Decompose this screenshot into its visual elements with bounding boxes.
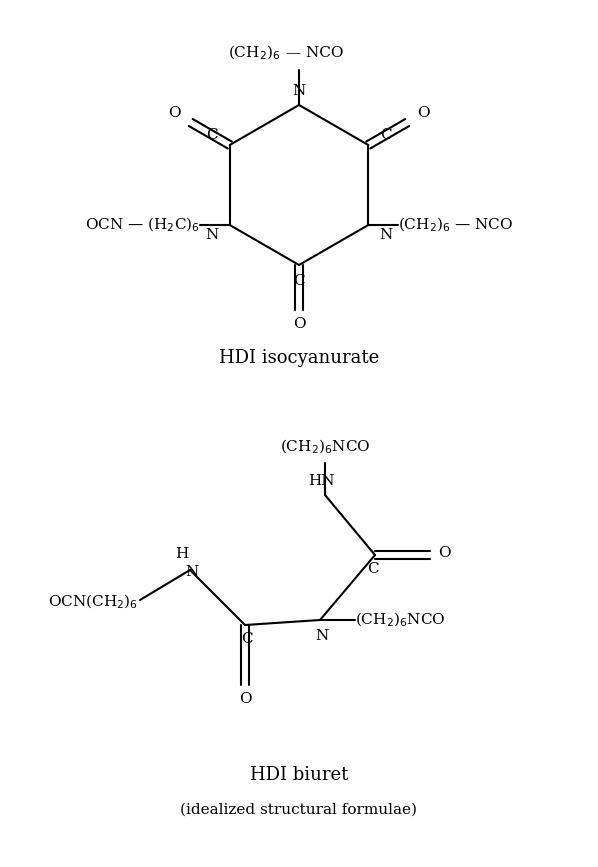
Text: — NCO: — NCO bbox=[281, 46, 343, 60]
Text: N: N bbox=[380, 228, 393, 242]
Text: C: C bbox=[241, 632, 253, 646]
Text: (CH$_2$)$_6$ — NCO: (CH$_2$)$_6$ — NCO bbox=[398, 216, 514, 234]
Text: (CH$_2$)$_6$: (CH$_2$)$_6$ bbox=[228, 44, 281, 62]
Text: O: O bbox=[169, 106, 181, 120]
Text: O: O bbox=[438, 546, 450, 560]
Text: N: N bbox=[292, 84, 306, 98]
Text: H: H bbox=[175, 547, 188, 561]
Text: C: C bbox=[206, 128, 218, 142]
Text: O: O bbox=[292, 317, 306, 331]
Text: OCN(CH$_2$)$_6$: OCN(CH$_2$)$_6$ bbox=[48, 593, 138, 611]
Text: N: N bbox=[185, 565, 199, 579]
Text: O: O bbox=[417, 106, 429, 120]
Text: OCN — (H$_2$C)$_6$: OCN — (H$_2$C)$_6$ bbox=[85, 216, 200, 234]
Text: HDI isocyanurate: HDI isocyanurate bbox=[219, 349, 379, 367]
Text: (CH$_2$)$_6$NCO: (CH$_2$)$_6$NCO bbox=[355, 610, 446, 629]
Text: (idealized structural formulae): (idealized structural formulae) bbox=[181, 803, 417, 817]
Text: C: C bbox=[293, 274, 305, 288]
Text: N: N bbox=[205, 228, 218, 242]
Text: N: N bbox=[315, 629, 329, 643]
Text: HN: HN bbox=[308, 474, 334, 488]
Text: (CH$_2$)$_6$NCO: (CH$_2$)$_6$NCO bbox=[280, 438, 370, 456]
Text: C: C bbox=[367, 562, 379, 576]
Text: O: O bbox=[239, 692, 251, 706]
Text: C: C bbox=[380, 128, 392, 142]
Text: HDI biuret: HDI biuret bbox=[250, 766, 348, 784]
